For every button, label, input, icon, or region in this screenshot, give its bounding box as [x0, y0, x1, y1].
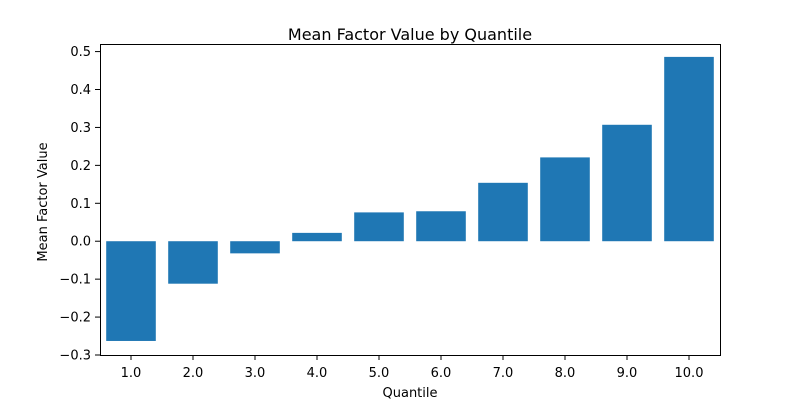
- x-tick-label: 5.0: [369, 366, 390, 381]
- y-tick-label: −0.2: [59, 311, 91, 326]
- y-tick-label: 0.4: [70, 83, 91, 98]
- y-tick-label: 0.3: [70, 121, 91, 136]
- bar-8.0: [540, 157, 590, 242]
- y-tick-label: 0.0: [70, 235, 91, 250]
- y-axis-label: Mean Factor Value: [36, 142, 51, 261]
- x-tick-label: 9.0: [617, 366, 638, 381]
- y-tick-label: −0.3: [59, 349, 91, 364]
- bar-5.0: [354, 212, 404, 242]
- bar-6.0: [416, 211, 466, 242]
- bar-9.0: [602, 124, 652, 242]
- bar-1.0: [106, 241, 156, 341]
- bar-10.0: [664, 56, 714, 242]
- x-tick-label: 7.0: [493, 366, 514, 381]
- x-axis-label: Quantile: [383, 386, 438, 400]
- bar-7.0: [478, 182, 528, 242]
- bars-group: [106, 56, 714, 341]
- y-tick-label: 0.5: [70, 45, 91, 60]
- bar-2.0: [168, 241, 218, 284]
- x-tick-label: 10.0: [675, 366, 704, 381]
- plot-frame: [100, 44, 721, 356]
- bar-4.0: [292, 232, 342, 242]
- x-tick-label: 8.0: [555, 366, 576, 381]
- bar-3.0: [230, 241, 280, 254]
- x-tick-label: 4.0: [307, 366, 328, 381]
- x-tick-label: 1.0: [121, 366, 142, 381]
- x-tick-label: 6.0: [431, 366, 452, 381]
- y-tick-label: −0.1: [59, 273, 91, 288]
- x-axis-ticks: 1.0 2.0 3.0 4.0 5.0 6.0 7.0 8.0 9.0 10.0: [121, 355, 704, 381]
- y-tick-label: 0.1: [70, 197, 91, 212]
- x-tick-label: 3.0: [245, 366, 266, 381]
- chart-title: Mean Factor Value by Quantile: [288, 25, 532, 44]
- y-tick-label: 0.2: [70, 159, 91, 174]
- x-tick-label: 2.0: [183, 366, 204, 381]
- y-axis-ticks: −0.3 −0.2 −0.1 0.0 0.1 0.2 0.3 0.4 0.5: [59, 45, 100, 364]
